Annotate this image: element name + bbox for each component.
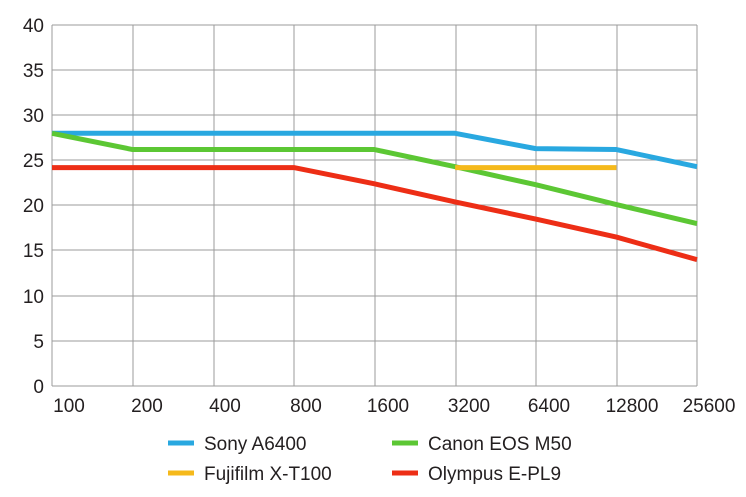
- series-line-olympus-e-pl9: [52, 165, 698, 263]
- y-axis-tick-labels: 40 35 30 25 20 15 10 5 0: [23, 16, 44, 398]
- ytick-label-30: 30: [23, 106, 44, 127]
- series-line-sony-a6400: [52, 130, 698, 170]
- xtick-label-3200: 3200: [448, 396, 490, 417]
- xtick-label-25600: 25600: [683, 396, 736, 417]
- ytick-label-20: 20: [23, 196, 44, 217]
- legend-label-canon-eos-m50[interactable]: Canon EOS M50: [428, 434, 572, 455]
- ytick-label-5: 5: [33, 332, 44, 353]
- xtick-label-100: 100: [53, 396, 85, 417]
- xtick-label-6400: 6400: [528, 396, 570, 417]
- legend-label-sony-a6400[interactable]: Sony A6400: [204, 434, 306, 455]
- xtick-label-400: 400: [209, 396, 241, 417]
- series-line-canon-eos-m50: [51, 130, 698, 226]
- ytick-label-15: 15: [23, 241, 44, 262]
- ytick-label-10: 10: [23, 287, 44, 308]
- ytick-label-25: 25: [23, 151, 44, 172]
- xtick-label-1600: 1600: [367, 396, 409, 417]
- grid-lines: [51, 24, 698, 387]
- series-lines: [51, 130, 698, 263]
- x-axis-tick-labels: 100 200 400 800 1600 3200 6400 12800 256…: [53, 396, 735, 417]
- ytick-label-35: 35: [23, 61, 44, 82]
- xtick-label-200: 200: [131, 396, 163, 417]
- chart-legend: Sony A6400 Canon EOS M50 Fujifilm X-T100…: [168, 434, 572, 485]
- ytick-label-40: 40: [23, 16, 44, 37]
- legend-label-olympus-e-pl9[interactable]: Olympus E-PL9: [428, 464, 561, 485]
- xtick-label-800: 800: [290, 396, 322, 417]
- xtick-label-12800: 12800: [606, 396, 659, 417]
- legend-label-fujifilm-x-t100[interactable]: Fujifilm X-T100: [204, 464, 332, 485]
- ytick-label-0: 0: [33, 377, 44, 398]
